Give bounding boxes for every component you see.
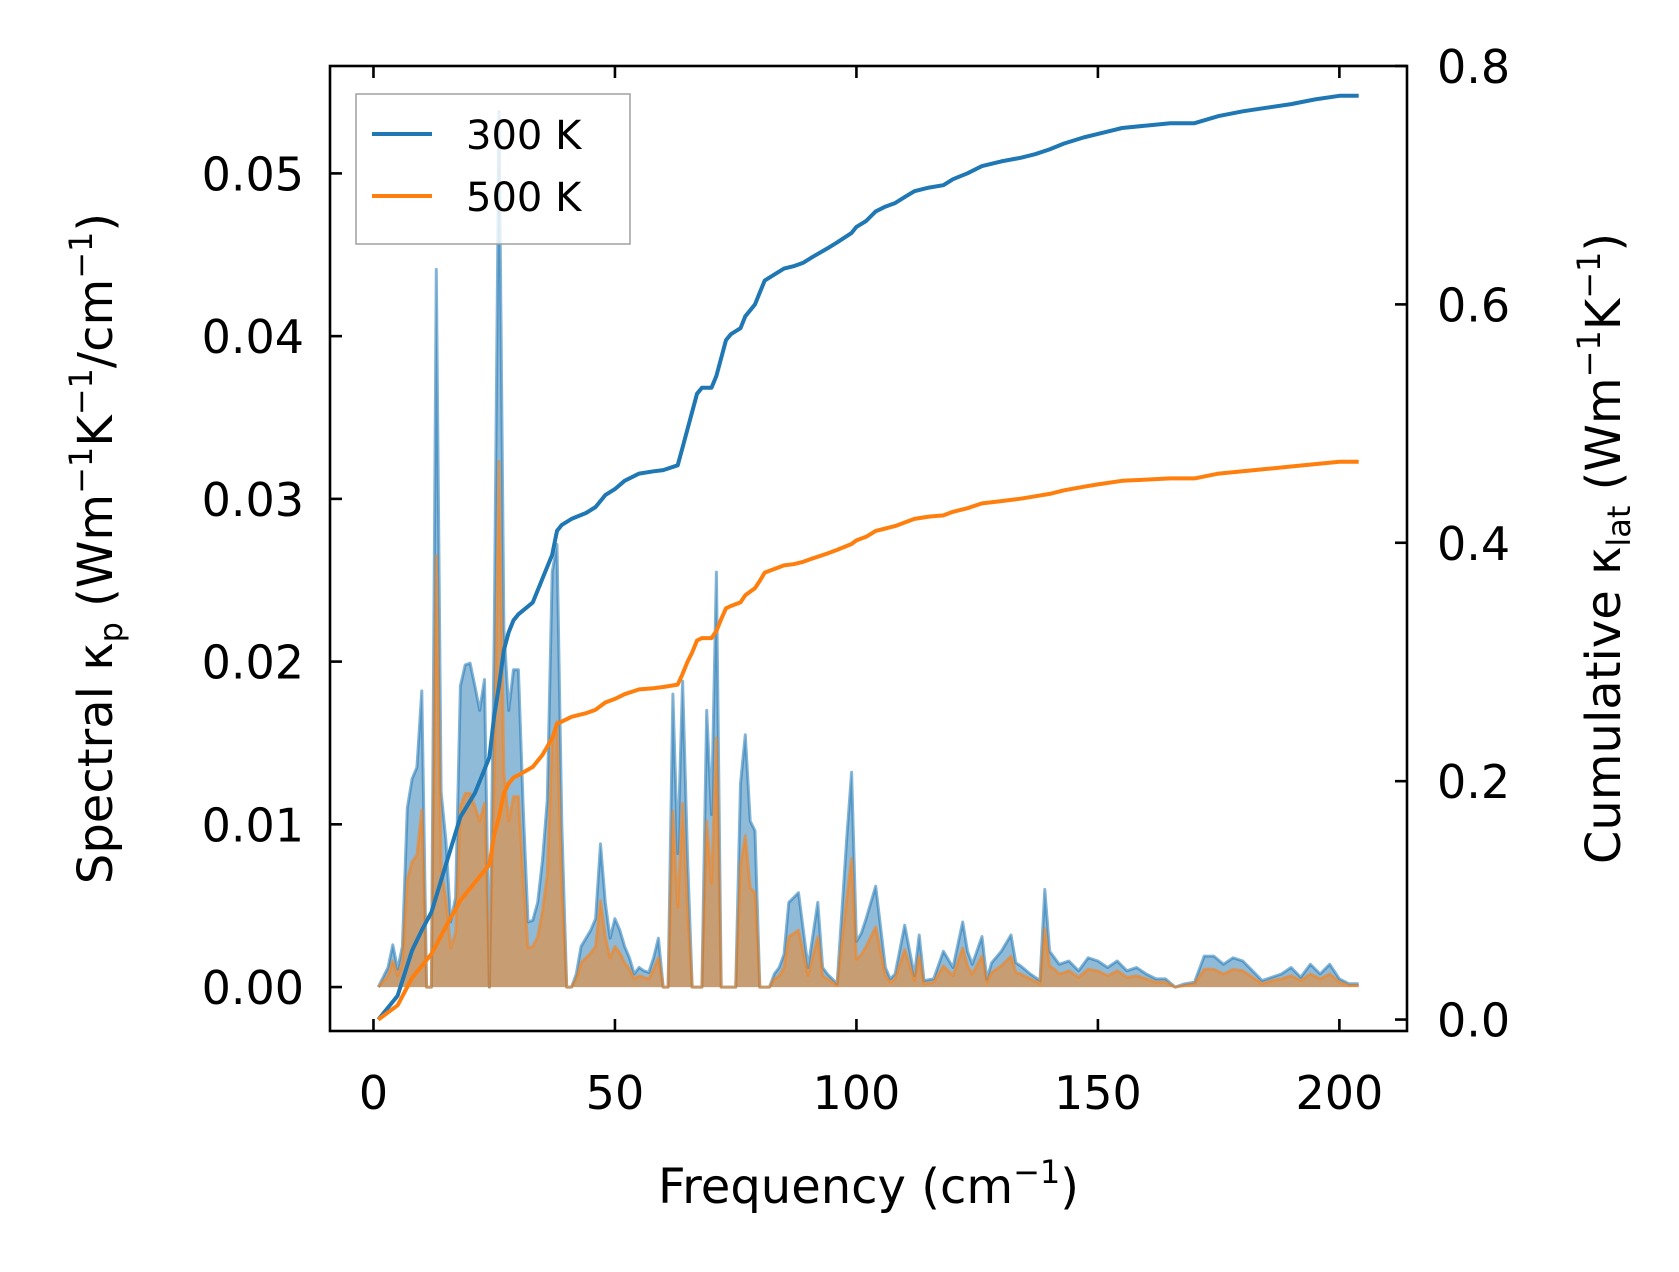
x-tick-label: 200: [1295, 1066, 1383, 1120]
x-tick-label: 100: [813, 1066, 901, 1120]
spectral-lines: [376, 110, 1359, 989]
y-left-tick-label: 0.02: [202, 636, 304, 690]
y-left-tick-label: 0.03: [202, 473, 304, 527]
y-right-tick-label: 0.4: [1437, 517, 1510, 571]
y-left-tick-label: 0.01: [202, 798, 304, 852]
x-tick-label: 150: [1054, 1066, 1142, 1120]
y-right-axis-label: Cumulative κlat (Wm−1K−1): [1570, 233, 1638, 864]
y-left-axis-ticks: 0.00 0.01 0.02 0.03 0.04 0.05: [202, 147, 342, 1015]
spectral-fills: [378, 111, 1359, 988]
legend: 300 K 500 K: [355, 93, 631, 245]
y-right-tick-label: 0.8: [1437, 40, 1510, 94]
y-right-tick-label: 0.2: [1437, 755, 1510, 809]
axes-frame: [328, 64, 1409, 1033]
plot-area: [376, 93, 1359, 1022]
y-left-axis-label: Spectral κp (Wm−1K−1/cm−1): [62, 213, 130, 884]
spectral-line-300k: [376, 110, 1359, 989]
x-tick-label: 0: [359, 1066, 388, 1120]
cumulative-line-300k: [376, 93, 1359, 1021]
y-right-tick-label: 0.6: [1437, 278, 1510, 332]
legend-box: [355, 93, 631, 245]
cumulative-line-500k: [377, 459, 1359, 1022]
spectral-fill-500k: [378, 461, 1359, 988]
legend-label-500k: 500 K: [466, 175, 583, 221]
y-left-tick-label: 0.00: [202, 961, 304, 1015]
legend-label-300k: 300 K: [466, 113, 583, 159]
y-left-tick-label: 0.05: [202, 147, 304, 201]
cumulative-lines: [376, 93, 1359, 1022]
spectral-line-500k: [377, 459, 1359, 989]
x-tick-label: 50: [586, 1066, 645, 1120]
x-axis-label: Frequency (cm−1): [658, 1153, 1079, 1215]
y-right-axis-ticks: 0.0 0.2 0.4 0.6 0.8: [1395, 40, 1510, 1048]
x-axis-ticks: 0 50 100 150 200: [359, 66, 1383, 1120]
y-left-tick-label: 0.04: [202, 310, 304, 364]
y-right-tick-label: 0.0: [1437, 994, 1510, 1048]
